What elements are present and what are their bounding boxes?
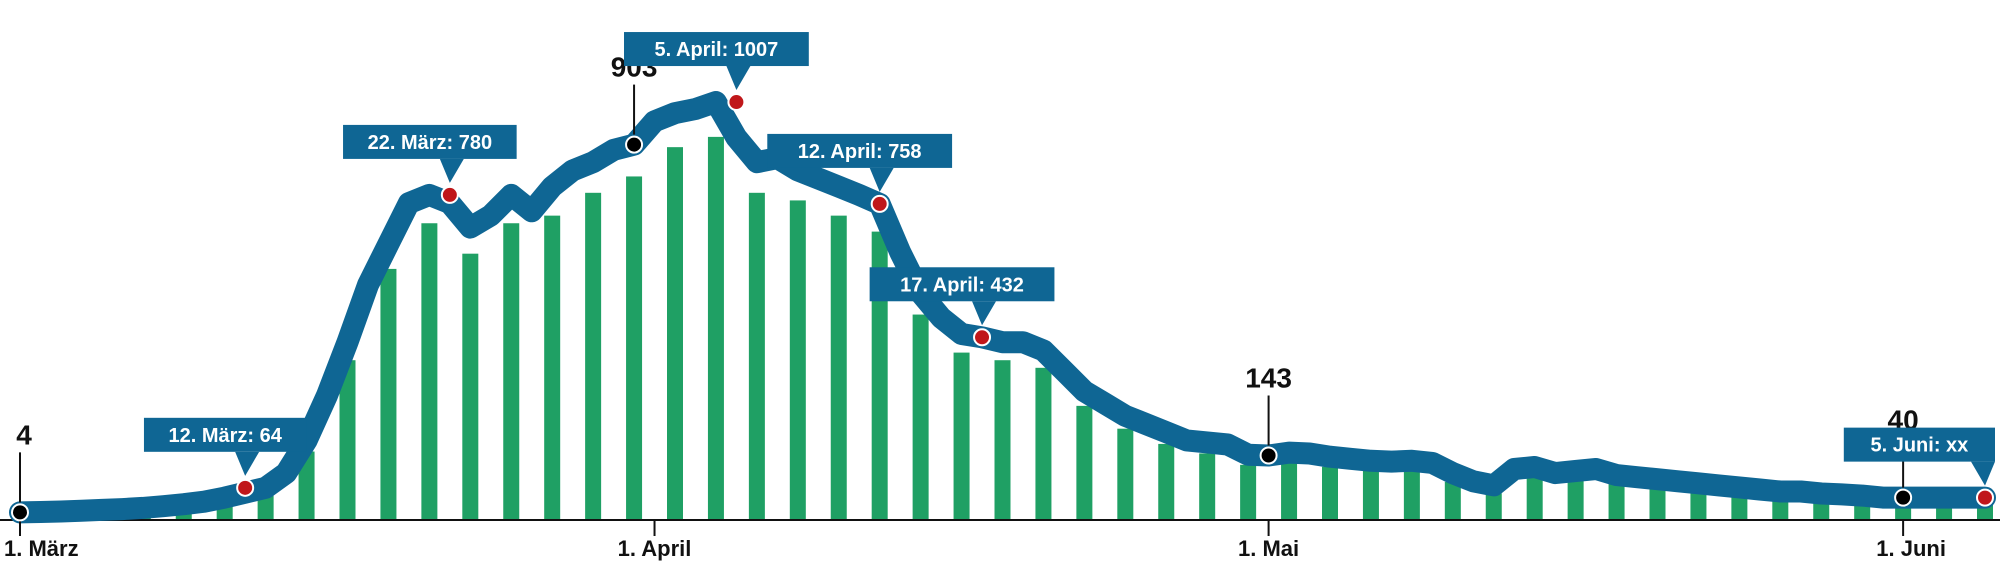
bar: [1076, 405, 1093, 520]
bars-layer: [12, 136, 1993, 521]
bar: [1240, 464, 1257, 520]
bar: [953, 352, 970, 520]
series-line: [9, 91, 1996, 524]
bar: [1649, 487, 1666, 520]
x-tick-label: 1. März: [4, 536, 79, 561]
callout-pointer: [235, 451, 260, 476]
bar: [789, 200, 806, 520]
marker-red: [236, 478, 255, 497]
callout-label: 5. Juni: xx: [1870, 435, 1968, 457]
bar: [1731, 495, 1748, 520]
callout-label: 17. April: 432: [900, 274, 1024, 296]
bar: [1526, 476, 1543, 520]
bar: [1322, 466, 1338, 520]
x-ticks-layer: 1. März 1. April 1. Mai 1. Juni: [4, 520, 1946, 561]
annotation-label: 4: [16, 419, 32, 450]
bar: [380, 268, 397, 520]
bar: [1772, 499, 1789, 520]
bar: [667, 147, 683, 520]
callout-label: 22. März: 780: [368, 132, 493, 154]
bar: [503, 223, 520, 520]
callout-box: [624, 32, 809, 67]
bar: [1117, 428, 1134, 520]
bar: [544, 215, 561, 521]
bar: [1567, 480, 1584, 520]
callout-box: [869, 267, 1055, 302]
bar: [912, 314, 929, 520]
callout-label: 5. April: 1007: [655, 39, 779, 61]
callout-pointer: [726, 66, 751, 91]
callout-box: [143, 417, 307, 452]
bar: [994, 360, 1011, 520]
callout-pointer: [1971, 461, 1995, 486]
marker-red: [870, 194, 889, 213]
x-tick-label: 1. Mai: [1238, 536, 1299, 561]
bar: [1158, 443, 1175, 520]
bar: [1199, 453, 1216, 520]
callout-pointer: [869, 167, 894, 192]
bar: [1690, 491, 1707, 520]
callout-pointer: [439, 158, 464, 183]
callout-box: [343, 124, 517, 159]
x-tick-label: 1. April: [618, 536, 692, 561]
bar: [257, 495, 274, 520]
marker-black: [1894, 488, 1913, 507]
marker-black: [1259, 446, 1278, 465]
marker-red: [1976, 488, 1994, 507]
bar: [1608, 483, 1625, 520]
marker-black: [11, 503, 29, 522]
bar: [1035, 367, 1052, 520]
bar: [626, 176, 643, 521]
callout-label: 12. März: 64: [168, 425, 282, 447]
bar: [1444, 481, 1461, 520]
callout-pointer: [972, 301, 997, 326]
marker-red: [440, 185, 459, 204]
bar: [585, 192, 602, 521]
bar: [462, 253, 479, 520]
bar: [1362, 470, 1379, 520]
bar: [707, 136, 724, 521]
bar: [1281, 462, 1298, 520]
annotation-label: 143: [1245, 363, 1292, 394]
marker-red: [973, 328, 992, 347]
callout-box: [767, 133, 953, 168]
bar: [1813, 500, 1830, 520]
marker-black: [625, 135, 644, 154]
callout-box: [1843, 427, 1995, 462]
bar: [830, 215, 847, 521]
bar: [1854, 502, 1871, 520]
bar: [871, 231, 888, 520]
marker-red: [727, 93, 746, 112]
bar: [1485, 493, 1502, 520]
bar: [339, 360, 356, 520]
bar: [175, 510, 192, 520]
x-tick-label: 1. Juni: [1876, 536, 1946, 561]
bar: [298, 451, 315, 520]
bar: [421, 223, 438, 520]
bar: [748, 192, 765, 521]
callout-label: 12. April: 758: [798, 141, 922, 163]
bar: [1403, 470, 1420, 520]
